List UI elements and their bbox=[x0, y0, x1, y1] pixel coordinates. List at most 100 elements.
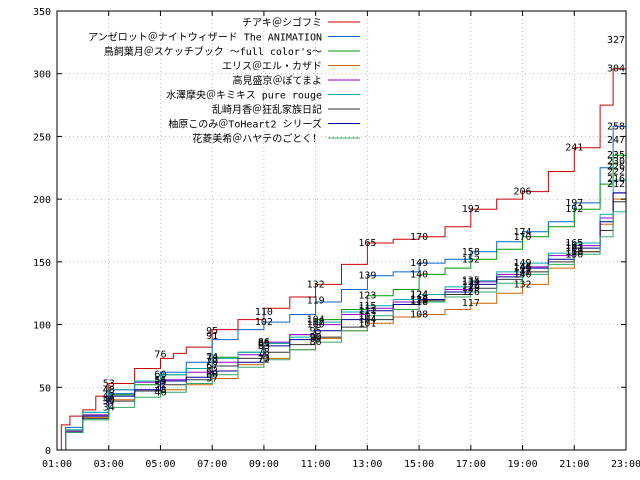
y-tick-label: 50 bbox=[39, 383, 51, 394]
data-label: 132 bbox=[307, 279, 325, 290]
data-label: 39 bbox=[103, 396, 115, 407]
series-line-6 bbox=[57, 155, 627, 451]
data-label: 111 bbox=[358, 306, 376, 317]
data-label: 124 bbox=[410, 289, 428, 300]
data-label: 73 bbox=[206, 353, 218, 364]
legend-label: エリス＠エル・カザド bbox=[222, 61, 322, 73]
data-label: 165 bbox=[565, 238, 583, 249]
data-label: 161 bbox=[565, 243, 583, 254]
data-label: 76 bbox=[154, 350, 166, 361]
data-label: 72 bbox=[258, 355, 270, 366]
data-label: 135 bbox=[462, 276, 480, 287]
data-label: 163 bbox=[565, 241, 583, 252]
x-tick-label: 17:00 bbox=[456, 459, 486, 470]
data-label: 165 bbox=[358, 238, 376, 249]
data-label: 100 bbox=[307, 320, 325, 331]
data-label: 139 bbox=[358, 271, 376, 282]
data-label: 158 bbox=[462, 247, 480, 258]
data-label: 102 bbox=[255, 317, 273, 328]
x-tick-label: 05:00 bbox=[145, 459, 175, 470]
data-label: 95 bbox=[310, 326, 322, 337]
y-axis-ticks: 0 50 100 150 200 250 300 350 bbox=[33, 7, 626, 457]
x-tick-label: 01:00 bbox=[42, 459, 72, 470]
data-label: 85 bbox=[258, 338, 270, 349]
data-label: 206 bbox=[514, 187, 532, 198]
data-label: 117 bbox=[462, 298, 480, 309]
data-label: 146 bbox=[514, 262, 532, 273]
data-label: 241 bbox=[565, 143, 583, 154]
y-tick-label: 250 bbox=[33, 132, 51, 143]
data-label: 158 bbox=[565, 247, 583, 258]
legend-label: アンゼロット＠ナイトウィザード The ANIMATION bbox=[88, 32, 322, 44]
data-label: 83 bbox=[258, 341, 270, 352]
data-label: 132 bbox=[514, 279, 532, 290]
y-tick-label: 300 bbox=[33, 70, 51, 81]
data-label: 132 bbox=[462, 279, 480, 290]
data-label: 34 bbox=[103, 402, 115, 413]
data-label: 124 bbox=[410, 289, 428, 300]
data-label: 174 bbox=[514, 227, 532, 238]
data-label: 48 bbox=[103, 385, 115, 396]
data-label: 119 bbox=[307, 296, 325, 307]
data-label: 102 bbox=[307, 317, 325, 328]
data-label: 86 bbox=[310, 337, 322, 348]
legend-label: 鳥飼葉月＠スケッチブック ～full color's～ bbox=[104, 45, 322, 58]
x-axis-ticks: 01:00 03:00 05:00 07:00 09:00 11:00 13:00 15:00… bbox=[42, 11, 640, 470]
data-label: 126 bbox=[462, 287, 480, 298]
data-label: 222 bbox=[607, 167, 625, 178]
data-label: 40 bbox=[103, 395, 115, 406]
series-line-8 bbox=[57, 161, 627, 451]
data-label: 118 bbox=[410, 297, 428, 308]
data-label: 156 bbox=[565, 249, 583, 260]
data-label: 43 bbox=[103, 391, 115, 402]
data-label: 89 bbox=[310, 333, 322, 344]
x-tick-label: 21:00 bbox=[559, 459, 589, 470]
data-label: 304 bbox=[607, 64, 625, 75]
data-label: 170 bbox=[410, 232, 428, 243]
y-tick-label: 200 bbox=[33, 195, 51, 206]
data-label: 60 bbox=[154, 370, 166, 381]
data-label: 149 bbox=[410, 258, 428, 269]
x-tick-label: 15:00 bbox=[404, 459, 434, 470]
y-tick-label: 150 bbox=[33, 258, 51, 269]
data-label: 123 bbox=[358, 291, 376, 302]
data-label: 60 bbox=[206, 370, 218, 381]
data-label: 104 bbox=[358, 315, 376, 326]
data-label: 48 bbox=[103, 385, 115, 396]
data-label: 55 bbox=[154, 376, 166, 387]
legend-label: 乱崎月香＠狂乱家族日記 bbox=[212, 103, 322, 116]
data-label: 53 bbox=[103, 379, 115, 390]
data-label: 145 bbox=[514, 263, 532, 274]
data-label: 140 bbox=[410, 269, 428, 280]
x-tick-label: 23:00 bbox=[611, 459, 640, 470]
plot-frame bbox=[56, 10, 627, 451]
x-tick-label: 19:00 bbox=[507, 459, 537, 470]
data-label: 119 bbox=[410, 296, 428, 307]
data-label: 235 bbox=[607, 150, 625, 161]
x-tick-label: 03:00 bbox=[94, 459, 124, 470]
data-label: 216 bbox=[607, 174, 625, 185]
legend-label: 水澤摩央＠キミキス pure rouge bbox=[166, 89, 322, 102]
data-label: 56 bbox=[154, 375, 166, 386]
data-label: 46 bbox=[154, 387, 166, 398]
legend-label: 柚原このみ＠ToHeart2 シリーズ bbox=[168, 118, 322, 131]
data-label: 52 bbox=[154, 380, 166, 391]
data-label: 95 bbox=[206, 326, 218, 337]
data-label: 107 bbox=[358, 311, 376, 322]
data-labels: 53 76 95 110 132 165 170 192 206 241 304 327 91 102 11… bbox=[103, 35, 625, 414]
data-label: 91 bbox=[206, 331, 218, 342]
data-label: 74 bbox=[206, 352, 218, 363]
y-tick-label: 350 bbox=[33, 7, 51, 18]
data-label: 230 bbox=[607, 157, 625, 168]
data-label: 134 bbox=[462, 277, 480, 288]
legend-label: チアキ＠シゴフミ bbox=[242, 16, 322, 29]
data-label: 101 bbox=[358, 318, 376, 329]
x-tick-label: 13:00 bbox=[352, 459, 382, 470]
series-line-9 bbox=[57, 184, 627, 451]
x-tick-label: 09:00 bbox=[249, 459, 279, 470]
legend-label: 高見盛京＠ぽてまよ bbox=[233, 74, 323, 87]
data-label: 142 bbox=[514, 267, 532, 278]
